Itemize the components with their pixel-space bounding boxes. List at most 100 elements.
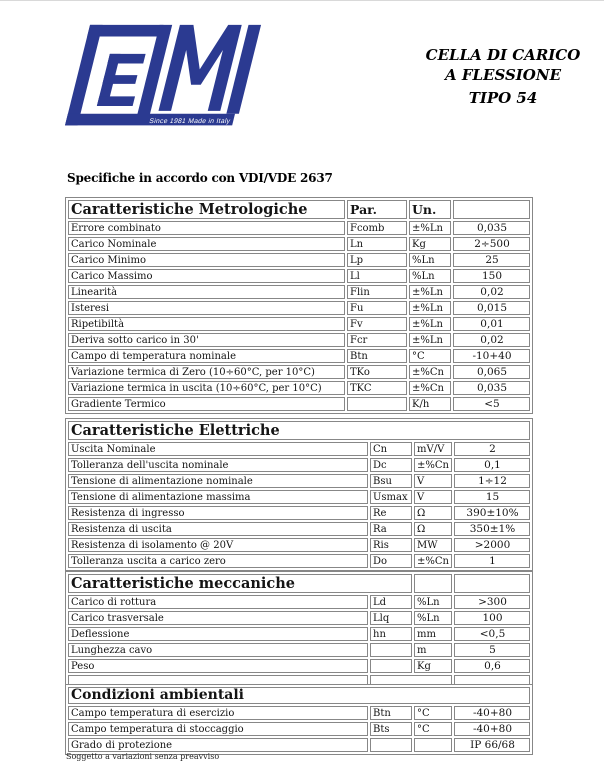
spec-row: Tensione di alimentazione massima Usmax V 1… — [68, 490, 530, 504]
spec-row: Resistenza di uscita Ra Ω 350±1% — [68, 522, 530, 536]
spec-row: Carico trasversale Llq %Ln 100 — [68, 611, 530, 625]
spec-label-cell: Campo temperatura di esercizio — [68, 706, 368, 720]
spec-label-cell: Tensione di alimentazione nominale — [68, 474, 368, 488]
product-title: CELLA DI CARICO A FLESSIONE TIPO 54 — [405, 45, 601, 108]
logo-letter-c-left — [65, 24, 103, 126]
spec-par-cell: Ld — [370, 595, 412, 609]
spec-par-cell: Lp — [347, 253, 407, 267]
logo-bottom-bar — [65, 113, 236, 126]
section-header-row: Caratteristiche Elettriche — [68, 421, 530, 440]
spec-un-cell: °C — [409, 349, 451, 363]
spec-row: Deflessione hn mm <0,5 — [68, 627, 530, 641]
section-header-row: Condizioni ambientali — [68, 687, 530, 704]
logo-letter-l — [135, 24, 173, 124]
spec-par-cell: Cn — [370, 442, 412, 456]
un-column-header: Un. — [409, 200, 451, 219]
spec-label-cell: Campo di temperatura nominale — [68, 349, 345, 363]
spec-row: Uscita Nominale Cn mV/V 2 — [68, 442, 530, 456]
spec-value-cell: 0,035 — [453, 221, 530, 235]
company-logo: Since 1981 Made in Italy — [63, 19, 263, 139]
spec-row: Isteresi Fu ±%Ln 0,015 — [68, 301, 530, 315]
spec-un-cell: Kg — [414, 659, 452, 673]
spec-row: Variazione termica di Zero (10÷60°C, per… — [68, 365, 530, 379]
spec-row: Resistenza di isolamento @ 20V Ris MW >2000 — [68, 538, 530, 552]
spec-label-cell: Campo temperatura di stoccaggio — [68, 722, 368, 736]
section-title: Condizioni ambientali — [68, 687, 530, 704]
spec-value-cell: >300 — [454, 595, 530, 609]
spec-un-cell: °C — [414, 722, 452, 736]
spec-row: Resistenza di ingresso Re Ω 390±10% — [68, 506, 530, 520]
spec-value-cell: IP 66/68 — [454, 738, 530, 752]
elmi-logo-icon: Since 1981 Made in Italy — [65, 24, 262, 126]
spec-par-cell: Ris — [370, 538, 412, 552]
spec-row: Gradiente Termico K/h <5 — [68, 397, 530, 411]
empty-header-cell — [453, 200, 530, 219]
spec-value-cell: 0,01 — [453, 317, 530, 331]
spec-row: Tensione di alimentazione nominale Bsu V 1÷… — [68, 474, 530, 488]
spec-value-cell: 150 — [453, 269, 530, 283]
spec-value-cell: 350±1% — [454, 522, 530, 536]
spec-value-cell: 100 — [454, 611, 530, 625]
spec-value-cell: 0,015 — [453, 301, 530, 315]
spec-label-cell: Resistenza di uscita — [68, 522, 368, 536]
spec-label-cell: Resistenza di ingresso — [68, 506, 368, 520]
spec-un-cell: ±%Cn — [409, 365, 451, 379]
spec-row: Tolleranza dell'uscita nominale Dc ±%Cn 0,1 — [68, 458, 530, 472]
spec-label-cell: Tensione di alimentazione massima — [68, 490, 368, 504]
spec-par-cell: Btn — [370, 706, 412, 720]
spec-label-cell: Gradiente Termico — [68, 397, 345, 411]
empty-header-cell — [454, 574, 530, 593]
spec-un-cell: mV/V — [414, 442, 452, 456]
table-caratteristiche-elettriche: Caratteristiche Elettriche Uscita Nominal… — [65, 418, 533, 571]
spec-par-cell: hn — [370, 627, 412, 641]
spec-un-cell: %Ln — [414, 611, 452, 625]
spec-label-cell: Variazione termica di Zero (10÷60°C, per… — [68, 365, 345, 379]
spec-value-cell: <5 — [453, 397, 530, 411]
spec-label-cell: Tolleranza dell'uscita nominale — [68, 458, 368, 472]
section-title: Caratteristiche meccaniche — [68, 574, 412, 593]
product-title-line3: TIPO 54 — [468, 89, 538, 107]
spec-un-cell: V — [414, 474, 452, 488]
spec-un-cell: Ω — [414, 506, 452, 520]
spec-par-cell: Llq — [370, 611, 412, 625]
spec-label-cell: Uscita Nominale — [68, 442, 368, 456]
table-condizioni-ambientali: Condizioni ambientali Campo temperatura d… — [65, 684, 533, 755]
spec-un-cell: ±%Ln — [409, 333, 451, 347]
spec-row: Ripetibiltà Fv ±%Ln 0,01 — [68, 317, 530, 331]
spec-value-cell: 5 — [454, 643, 530, 657]
spec-un-cell: V — [414, 490, 452, 504]
spec-value-cell: 2 — [454, 442, 530, 456]
spec-row: Variazione termica in uscita (10÷60°C, p… — [68, 381, 530, 395]
spec-value-cell: <0,5 — [454, 627, 530, 641]
spec-label-cell: Carico Massimo — [68, 269, 345, 283]
spec-value-cell: >2000 — [454, 538, 530, 552]
spec-par-cell: Ra — [370, 522, 412, 536]
table-caratteristiche-meccaniche: Caratteristiche meccaniche Carico di rott… — [65, 571, 533, 690]
spec-par-cell — [370, 643, 412, 657]
spec-value-cell: 0,065 — [453, 365, 530, 379]
spec-par-cell: Dc — [370, 458, 412, 472]
logo-glyphs: Since 1981 Made in Italy — [65, 24, 262, 126]
spec-value-cell: 0,035 — [453, 381, 530, 395]
spec-value-cell: 0,02 — [453, 333, 530, 347]
spec-par-cell — [370, 738, 412, 752]
spec-label-cell: Resistenza di isolamento @ 20V — [68, 538, 368, 552]
spec-un-cell: mm — [414, 627, 452, 641]
spec-par-cell: Flin — [347, 285, 407, 299]
spec-un-cell: Kg — [409, 237, 451, 251]
spec-par-cell: Fu — [347, 301, 407, 315]
spec-un-cell — [414, 738, 452, 752]
spec-value-cell: 0,02 — [453, 285, 530, 299]
logo-letter-e — [102, 75, 138, 84]
spec-par-cell: TKo — [347, 365, 407, 379]
table-wrap-elettriche: Caratteristiche Elettriche Uscita Nominal… — [65, 418, 535, 571]
spec-value-cell: 0,1 — [454, 458, 530, 472]
section-header-row: Caratteristiche Metrologiche Par. Un. — [68, 200, 530, 219]
spec-un-cell: °C — [414, 706, 452, 720]
logo-letter-m — [158, 24, 242, 111]
spec-label-cell: Errore combinato — [68, 221, 345, 235]
spec-row: Grado di protezione IP 66/68 — [68, 738, 530, 752]
spec-label-cell: Carico trasversale — [68, 611, 368, 625]
spec-un-cell: ±%Cn — [414, 458, 452, 472]
